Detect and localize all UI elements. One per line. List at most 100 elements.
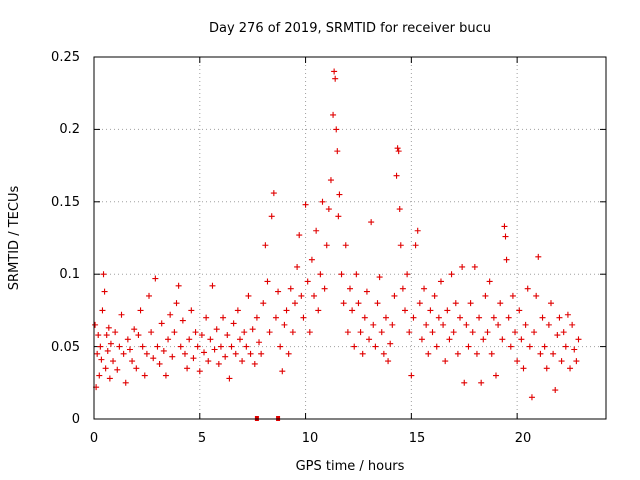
data-point [349,307,356,314]
data-point [575,336,582,343]
y-tick-label: 0 [72,412,80,427]
x-tick-label: 15 [409,431,426,446]
data-point [139,343,146,350]
data-point [560,329,567,336]
data-point [396,206,403,213]
data-point [315,307,322,314]
data-point [520,365,527,372]
data-point [471,263,478,270]
data-point [205,358,212,365]
data-point [446,336,453,343]
data-point [148,329,155,336]
data-point [249,326,256,333]
data-point [171,329,178,336]
data-point [465,343,472,350]
data-point [552,387,559,394]
data-point [463,321,470,328]
x-tick-label: 10 [302,431,319,446]
data-point [502,233,509,240]
data-point [404,271,411,278]
data-point [340,300,347,307]
data-point [550,350,557,357]
data-point [372,343,379,350]
data-point [258,350,265,357]
data-point [514,358,521,365]
data-point [431,292,438,299]
data-point [448,271,455,278]
data-point [177,343,184,350]
data-point [397,242,404,249]
data-point [376,274,383,281]
y-tick-label: 0.2 [59,122,80,137]
data-point [209,282,216,289]
data-point [499,336,506,343]
data-point [253,314,260,321]
y-tick-label: 0.05 [51,340,80,355]
data-point [102,365,109,372]
y-axis-label: SRMTID / TECUs [7,186,22,291]
data-point [368,219,375,226]
data-point [541,343,548,350]
data-point [101,288,108,295]
data-point [226,375,233,382]
data-point [230,320,237,327]
data-point [224,332,231,339]
data-point [537,350,544,357]
data-point [133,365,140,372]
data-point [490,314,497,321]
data-point [196,368,203,375]
data-point [215,360,222,367]
data-point [509,292,516,299]
data-point [137,307,144,314]
data-point [344,329,351,336]
data-point [387,340,394,347]
data-point [317,271,324,278]
data-point [247,350,254,357]
data-point [98,356,105,363]
data-point [217,343,224,350]
data-point [296,232,303,239]
chart-title: Day 276 of 2019, SRMTID for receiver buc… [209,21,491,36]
data-point [459,263,466,270]
data-point [429,329,436,336]
data-points [92,68,582,401]
data-point [156,360,163,367]
data-point [141,372,148,379]
data-point [410,314,417,321]
data-point [241,329,248,336]
data-point [222,353,229,360]
data-point [114,366,121,373]
y-tick-label: 0.25 [51,50,80,65]
data-point [516,307,523,314]
data-point [308,256,315,263]
data-point [103,332,110,339]
data-point [277,343,284,350]
data-point [492,372,499,379]
data-point [95,332,102,339]
data-point [243,343,250,350]
data-point [425,350,432,357]
data-point [122,379,129,386]
data-point [262,242,269,249]
data-point [423,321,430,328]
data-point [105,324,112,331]
data-point [291,300,298,307]
data-point [116,343,123,350]
data-point [486,278,493,285]
data-point [213,326,220,333]
data-point [507,343,514,350]
data-point [283,307,290,314]
data-point [416,300,423,307]
data-point [442,358,449,365]
data-point [158,320,165,327]
data-point [336,191,343,198]
data-point [192,329,199,336]
data-point [391,292,398,299]
data-point [433,343,440,350]
data-point [129,358,136,365]
data-point [99,307,106,314]
data-point [554,332,561,339]
data-point [124,336,131,343]
data-point [399,285,406,292]
